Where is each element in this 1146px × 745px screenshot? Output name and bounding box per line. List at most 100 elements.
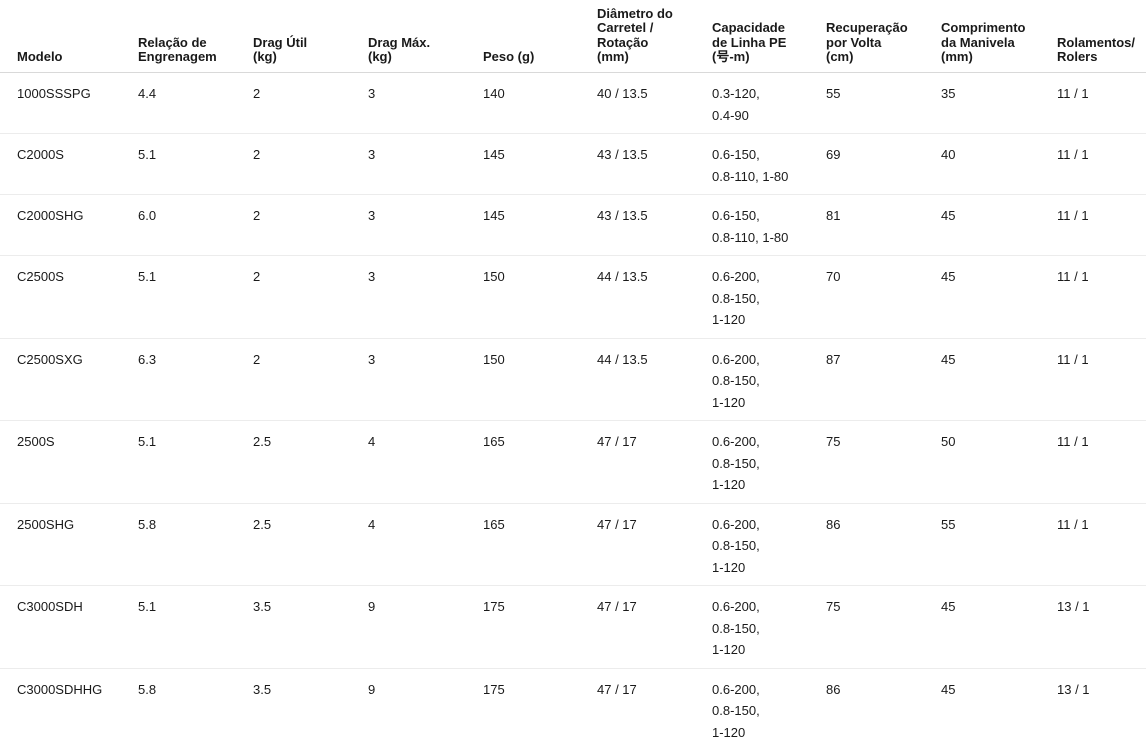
table-cell: 145 bbox=[483, 133, 597, 196]
column-header: Diâmetro do Carretel / Rotação (mm) bbox=[597, 0, 712, 74]
table-cell: C3000SDH bbox=[0, 585, 138, 669]
table-cell: 0.6-150, 0.8-110, 1-80 bbox=[712, 133, 826, 196]
table-cell: 45 bbox=[941, 585, 1057, 669]
table-cell: 9 bbox=[368, 585, 483, 669]
table-cell: 5.1 bbox=[138, 255, 253, 339]
table-cell: 45 bbox=[941, 194, 1057, 257]
table-cell: 3.5 bbox=[253, 668, 368, 745]
table-cell: 175 bbox=[483, 585, 597, 669]
table-row: 1000SSSPG 4.4 2 3 140 40 / 13.5 0.3-120, 0.4-9… bbox=[0, 72, 1146, 135]
table-cell: 35 bbox=[941, 72, 1057, 135]
table-cell: 5.1 bbox=[138, 133, 253, 196]
table-cell: 165 bbox=[483, 420, 597, 504]
table-row: C2000S 5.1 2 3 145 43 / 13.5 0.6-150, 0.8-110,… bbox=[0, 133, 1146, 196]
table-cell: 50 bbox=[941, 420, 1057, 504]
table-cell: 55 bbox=[826, 72, 941, 135]
table-cell: 47 / 17 bbox=[597, 668, 712, 745]
table-cell: 86 bbox=[826, 503, 941, 587]
table-cell: 4 bbox=[368, 420, 483, 504]
table-cell: 9 bbox=[368, 668, 483, 745]
table-cell: 5.8 bbox=[138, 503, 253, 587]
table-cell: 2 bbox=[253, 133, 368, 196]
table-cell: 0.6-200, 0.8-150, 1-120 bbox=[712, 420, 826, 504]
table-cell: 2.5 bbox=[253, 420, 368, 504]
table-header: Modelo Relação de Engrenagem Drag Útil (kg… bbox=[0, 0, 1146, 74]
table-cell: 86 bbox=[826, 668, 941, 745]
table-cell: 47 / 17 bbox=[597, 585, 712, 669]
table-cell: 81 bbox=[826, 194, 941, 257]
table-body: 1000SSSPG 4.4 2 3 140 40 / 13.5 0.3-120, 0.4-9… bbox=[0, 72, 1146, 745]
table-cell: 6.3 bbox=[138, 338, 253, 422]
table-row: C3000SDH 5.1 3.5 9 175 47 / 17 0.6-200, 0.8-15… bbox=[0, 585, 1146, 669]
table-cell: C2000S bbox=[0, 133, 138, 196]
table-cell: 70 bbox=[826, 255, 941, 339]
table-cell: 150 bbox=[483, 338, 597, 422]
table-cell: 0.6-200, 0.8-150, 1-120 bbox=[712, 503, 826, 587]
table-cell: 11 / 1 bbox=[1057, 194, 1146, 257]
table-cell: 11 / 1 bbox=[1057, 420, 1146, 504]
table-cell: 11 / 1 bbox=[1057, 133, 1146, 196]
table-cell: 4 bbox=[368, 503, 483, 587]
table-cell: 165 bbox=[483, 503, 597, 587]
table-row: C2500S 5.1 2 3 150 44 / 13.5 0.6-200, 0.8-150,… bbox=[0, 255, 1146, 339]
column-header: Capacidade de Linha PE (号-m) bbox=[712, 0, 826, 74]
table-cell: 45 bbox=[941, 255, 1057, 339]
table-cell: 150 bbox=[483, 255, 597, 339]
table-cell: 75 bbox=[826, 420, 941, 504]
table-cell: 0.6-150, 0.8-110, 1-80 bbox=[712, 194, 826, 257]
table-cell: 3 bbox=[368, 338, 483, 422]
column-header: Rolamentos/ Rolers bbox=[1057, 0, 1146, 74]
column-header: Relação de Engrenagem bbox=[138, 0, 253, 74]
table-cell: 13 / 1 bbox=[1057, 585, 1146, 669]
table-cell: 0.6-200, 0.8-150, 1-120 bbox=[712, 585, 826, 669]
table-cell: 2500SHG bbox=[0, 503, 138, 587]
table-cell: 3 bbox=[368, 72, 483, 135]
table-cell: 5.1 bbox=[138, 420, 253, 504]
table-cell: 0.6-200, 0.8-150, 1-120 bbox=[712, 668, 826, 745]
table-cell: 0.3-120, 0.4-90 bbox=[712, 72, 826, 135]
table-cell: 11 / 1 bbox=[1057, 72, 1146, 135]
table-cell: 175 bbox=[483, 668, 597, 745]
table-cell: 44 / 13.5 bbox=[597, 255, 712, 339]
table-cell: 2 bbox=[253, 72, 368, 135]
table-cell: 4.4 bbox=[138, 72, 253, 135]
table-cell: 55 bbox=[941, 503, 1057, 587]
column-header: Drag Máx. (kg) bbox=[368, 0, 483, 74]
table-cell: 3 bbox=[368, 255, 483, 339]
column-header: Peso (g) bbox=[483, 0, 597, 74]
table-cell: 1000SSSPG bbox=[0, 72, 138, 135]
table-cell: C2500S bbox=[0, 255, 138, 339]
table-row: 2500SHG 5.8 2.5 4 165 47 / 17 0.6-200, 0.8-150… bbox=[0, 503, 1146, 587]
column-header: Comprimento da Manivela (mm) bbox=[941, 0, 1057, 74]
table-cell: 11 / 1 bbox=[1057, 255, 1146, 339]
table-cell: 5.1 bbox=[138, 585, 253, 669]
table-cell: 5.8 bbox=[138, 668, 253, 745]
table-cell: 13 / 1 bbox=[1057, 668, 1146, 745]
table-row: C2500SXG 6.3 2 3 150 44 / 13.5 0.6-200, 0.8-15… bbox=[0, 338, 1146, 422]
table-cell: C2000SHG bbox=[0, 194, 138, 257]
table-cell: 45 bbox=[941, 338, 1057, 422]
table-cell: 43 / 13.5 bbox=[597, 194, 712, 257]
table-cell: C2500SXG bbox=[0, 338, 138, 422]
table-cell: 47 / 17 bbox=[597, 420, 712, 504]
table-cell: 47 / 17 bbox=[597, 503, 712, 587]
table-row: 2500S 5.1 2.5 4 165 47 / 17 0.6-200, 0.8-150, … bbox=[0, 420, 1146, 504]
table-cell: 3 bbox=[368, 194, 483, 257]
column-header: Recuperação por Volta (cm) bbox=[826, 0, 941, 74]
table-cell: 2 bbox=[253, 194, 368, 257]
column-header: Modelo bbox=[0, 0, 138, 74]
table-cell: 2500S bbox=[0, 420, 138, 504]
column-header: Drag Útil (kg) bbox=[253, 0, 368, 74]
table-cell: 145 bbox=[483, 194, 597, 257]
header-row: Modelo Relação de Engrenagem Drag Útil (kg… bbox=[0, 0, 1146, 74]
table-cell: 2.5 bbox=[253, 503, 368, 587]
table-cell: 2 bbox=[253, 255, 368, 339]
table-cell: 45 bbox=[941, 668, 1057, 745]
table-cell: 11 / 1 bbox=[1057, 338, 1146, 422]
table-cell: 75 bbox=[826, 585, 941, 669]
table-cell: 43 / 13.5 bbox=[597, 133, 712, 196]
table-cell: 3 bbox=[368, 133, 483, 196]
table-cell: 3.5 bbox=[253, 585, 368, 669]
table-cell: 6.0 bbox=[138, 194, 253, 257]
